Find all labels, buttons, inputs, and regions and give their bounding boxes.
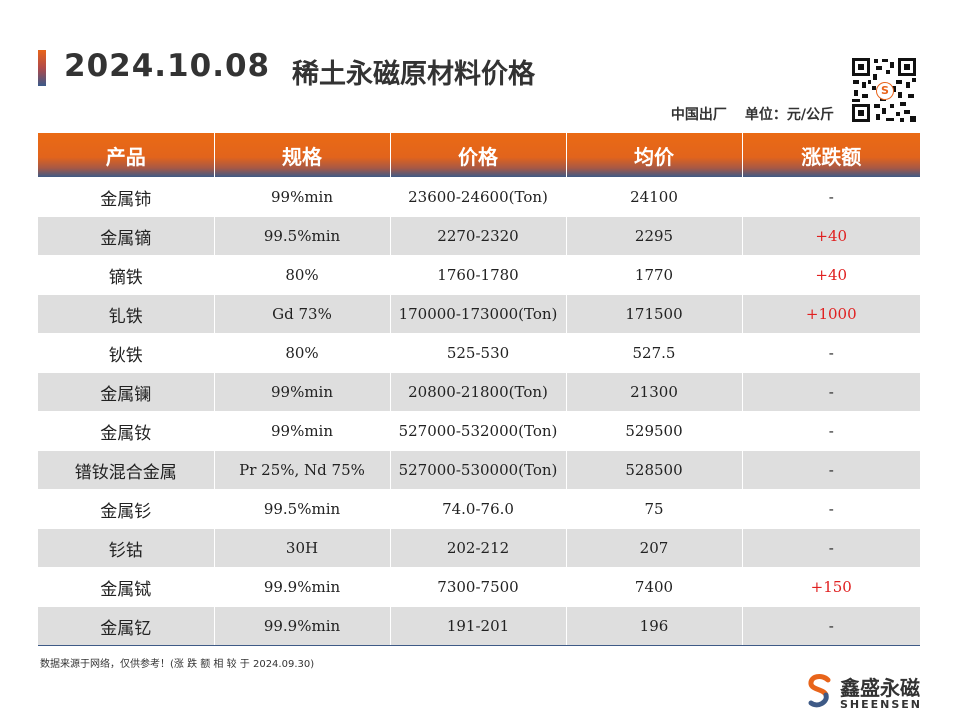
cell-product: 金属铽 <box>38 567 214 607</box>
cell-product: 金属镝 <box>38 216 214 256</box>
table-row: 钆铁 Gd 73% 170000-173000(Ton) 171500 +100… <box>38 294 920 334</box>
cell-product: 镨钕混合金属 <box>38 450 214 490</box>
cell-product: 金属铈 <box>38 177 214 217</box>
report-date: 2024.10.08 <box>64 48 271 84</box>
cell-spec: Pr 25%, Nd 75% <box>213 450 390 490</box>
cell-product: 钐钴 <box>38 528 214 568</box>
table-header-row: 产品 规格 价格 均价 涨跌额 <box>38 133 920 178</box>
cell-average: 207 <box>565 528 742 568</box>
qr-logo: S <box>876 82 894 100</box>
table-row: 金属镝 99.5%min 2270-2320 2295 +40 <box>38 216 920 256</box>
cell-price: 527000-532000(Ton) <box>389 411 566 451</box>
cell-spec: 30H <box>213 528 390 568</box>
cell-average: 527.5 <box>565 333 742 373</box>
column-header-price: 价格 <box>389 133 566 178</box>
table-row: 金属钕 99%min 527000-532000(Ton) 529500 - <box>38 411 920 451</box>
cell-average: 1770 <box>565 255 742 295</box>
cell-price: 7300-7500 <box>389 567 566 607</box>
cell-product: 金属钕 <box>38 411 214 451</box>
cell-average: 528500 <box>565 450 742 490</box>
column-header-spec: 规格 <box>213 133 390 178</box>
cell-product: 金属钐 <box>38 489 214 529</box>
cell-price: 23600-24600(Ton) <box>389 177 566 217</box>
column-header-average: 均价 <box>565 133 742 178</box>
report-meta: 中国出厂 单位：元/公斤 <box>600 104 834 124</box>
company-name: 鑫盛永磁 <box>840 676 920 700</box>
cell-change: - <box>741 177 920 217</box>
cell-average: 2295 <box>565 216 742 256</box>
footnote: 数据来源于网络，仅供参考！(涨 跌 额 相 较 于 2024.09.30) <box>40 659 315 670</box>
cell-spec: Gd 73% <box>213 294 390 334</box>
origin-label: 中国出厂 <box>670 107 727 123</box>
price-table: 产品 规格 价格 均价 涨跌额 金属铈 99%min 23600-24600(T… <box>38 133 920 646</box>
cell-price: 525-530 <box>389 333 566 373</box>
cell-average: 529500 <box>565 411 742 451</box>
cell-change: +40 <box>741 255 920 295</box>
cell-product: 金属钇 <box>38 606 214 646</box>
cell-price: 2270-2320 <box>389 216 566 256</box>
cell-price: 170000-173000(Ton) <box>389 294 566 334</box>
table-row: 金属钐 99.5%min 74.0-76.0 75 - <box>38 489 920 529</box>
cell-price: 20800-21800(Ton) <box>389 372 566 412</box>
cell-change: - <box>741 489 920 529</box>
qr-code: S <box>850 56 918 124</box>
cell-product: 金属镧 <box>38 372 214 412</box>
cell-spec: 80% <box>213 333 390 373</box>
unit-label: 单位：元/公斤 <box>744 107 834 123</box>
title-accent-bar <box>38 50 46 86</box>
cell-product: 钬铁 <box>38 333 214 373</box>
cell-average: 171500 <box>565 294 742 334</box>
company-name-en: SHEENSEN <box>840 698 923 711</box>
table-row: 金属铈 99%min 23600-24600(Ton) 24100 - <box>38 177 920 217</box>
cell-spec: 99.5%min <box>213 216 390 256</box>
cell-product: 镝铁 <box>38 255 214 295</box>
cell-spec: 99%min <box>213 372 390 412</box>
table-row: 镨钕混合金属 Pr 25%, Nd 75% 527000-530000(Ton)… <box>38 450 920 490</box>
cell-change: - <box>741 333 920 373</box>
table-row: 金属镧 99%min 20800-21800(Ton) 21300 - <box>38 372 920 412</box>
cell-spec: 99%min <box>213 177 390 217</box>
table-row: 金属钇 99.9%min 191-201 196 - <box>38 606 920 646</box>
cell-change: - <box>741 606 920 646</box>
cell-change: +150 <box>741 567 920 607</box>
cell-spec: 80% <box>213 255 390 295</box>
cell-change: - <box>741 372 920 412</box>
table-row: 金属铽 99.9%min 7300-7500 7400 +150 <box>38 567 920 607</box>
cell-average: 24100 <box>565 177 742 217</box>
cell-average: 75 <box>565 489 742 529</box>
cell-price: 74.0-76.0 <box>389 489 566 529</box>
cell-product: 钆铁 <box>38 294 214 334</box>
cell-average: 21300 <box>565 372 742 412</box>
column-header-product: 产品 <box>38 133 214 178</box>
cell-average: 196 <box>565 606 742 646</box>
cell-price: 202-212 <box>389 528 566 568</box>
table-row: 钬铁 80% 525-530 527.5 - <box>38 333 920 373</box>
cell-change: - <box>741 528 920 568</box>
cell-change: - <box>741 411 920 451</box>
cell-spec: 99.9%min <box>213 606 390 646</box>
qr-code-icon <box>850 56 918 124</box>
table-row: 钐钴 30H 202-212 207 - <box>38 528 920 568</box>
company-logo: 鑫盛永磁 SHEENSEN <box>806 672 922 714</box>
cell-spec: 99.9%min <box>213 567 390 607</box>
company-logo-icon <box>808 674 831 708</box>
cell-average: 7400 <box>565 567 742 607</box>
table-row: 镝铁 80% 1760-1780 1770 +40 <box>38 255 920 295</box>
cell-change: - <box>741 450 920 490</box>
cell-spec: 99.5%min <box>213 489 390 529</box>
cell-price: 191-201 <box>389 606 566 646</box>
cell-price: 527000-530000(Ton) <box>389 450 566 490</box>
cell-change: +40 <box>741 216 920 256</box>
page-title: 稀土永磁原材料价格 <box>292 59 535 90</box>
cell-change: +1000 <box>741 294 920 334</box>
cell-spec: 99%min <box>213 411 390 451</box>
cell-price: 1760-1780 <box>389 255 566 295</box>
column-header-change: 涨跌额 <box>741 133 920 178</box>
